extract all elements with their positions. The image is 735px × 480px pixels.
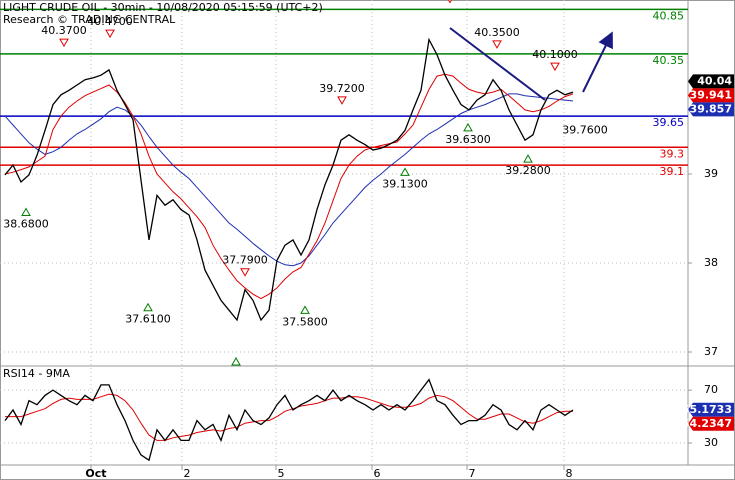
- low-marker: [400, 167, 410, 176]
- low-marker: [300, 305, 310, 314]
- price-tag-label: 54.2347: [682, 417, 732, 430]
- marker-label: 39.6300: [445, 133, 491, 146]
- price-tag: [688, 74, 734, 89]
- x-tick-label: 7: [469, 467, 476, 480]
- series-line: [4, 378, 574, 462]
- low-marker: [523, 154, 533, 163]
- level-label: 39.3: [660, 147, 685, 160]
- marker-label: 40.3500: [474, 26, 520, 39]
- low-marker: [143, 302, 153, 312]
- marker-label: 38.6800: [3, 217, 49, 230]
- high-marker: [448, 0, 452, 4]
- y-tick-label: 39: [704, 167, 718, 180]
- note-label: 39.7600: [562, 123, 608, 136]
- price-tag-label: 39.857: [690, 102, 732, 115]
- level-label: 40.35: [653, 54, 685, 67]
- series-line: [4, 93, 574, 267]
- level-label: 39.1: [660, 165, 685, 178]
- marker-label: 39.1300: [382, 177, 428, 190]
- x-tick-label: 8: [566, 467, 573, 480]
- marker-label: 37.5800: [282, 315, 328, 328]
- low-marker: [231, 356, 241, 366]
- low-marker: [463, 122, 473, 132]
- high-marker: [105, 29, 115, 39]
- y-tick-label: 70: [704, 383, 718, 396]
- y-tick-label: 30: [704, 436, 718, 449]
- marker-label: 37.6100: [125, 313, 171, 326]
- marker-label: 37.7900: [222, 254, 268, 267]
- y-tick-label: 37: [704, 345, 718, 358]
- high-marker: [240, 268, 250, 277]
- x-tick-label: 2: [184, 467, 191, 480]
- price-tag: [688, 402, 734, 417]
- chart-title: LIGHT CRUDE OIL - 30min - 10/08/2020 05:…: [3, 1, 323, 14]
- price-tag-label: 39.941: [690, 88, 732, 101]
- level-label: 40.85: [653, 9, 685, 22]
- price-tag-label: 55.1733: [682, 403, 732, 416]
- price-tag: [688, 88, 734, 103]
- price-tag: [688, 102, 734, 117]
- level-label: 39.65: [653, 116, 685, 129]
- high-marker: [337, 96, 347, 105]
- y-tick-label: 38: [704, 256, 718, 269]
- high-marker: [59, 38, 69, 48]
- x-tick-label: 5: [278, 467, 285, 480]
- marker-label: 39.2800: [505, 164, 551, 177]
- projection-arrow: [582, 31, 613, 93]
- marker-label: 40.4700: [87, 15, 133, 28]
- high-marker: [550, 62, 560, 72]
- price-tag: [688, 416, 734, 431]
- marker-label: 40.1000: [532, 48, 578, 61]
- panel-title: RSI14 - 9MA: [3, 367, 70, 380]
- trendline: [449, 27, 546, 101]
- series-line: [4, 73, 574, 300]
- chart-subtitle: Research © TRADING CENTRAL: [3, 13, 176, 26]
- price-tag-label: 40.04: [697, 74, 732, 87]
- marker-label: 39.7200: [319, 82, 365, 95]
- low-marker: [21, 207, 31, 216]
- x-tick-label: Oct: [85, 467, 106, 480]
- series-line: [4, 37, 574, 322]
- high-marker: [492, 40, 502, 49]
- marker-label: 40.3700: [41, 24, 87, 37]
- x-tick-label: 6: [374, 467, 381, 480]
